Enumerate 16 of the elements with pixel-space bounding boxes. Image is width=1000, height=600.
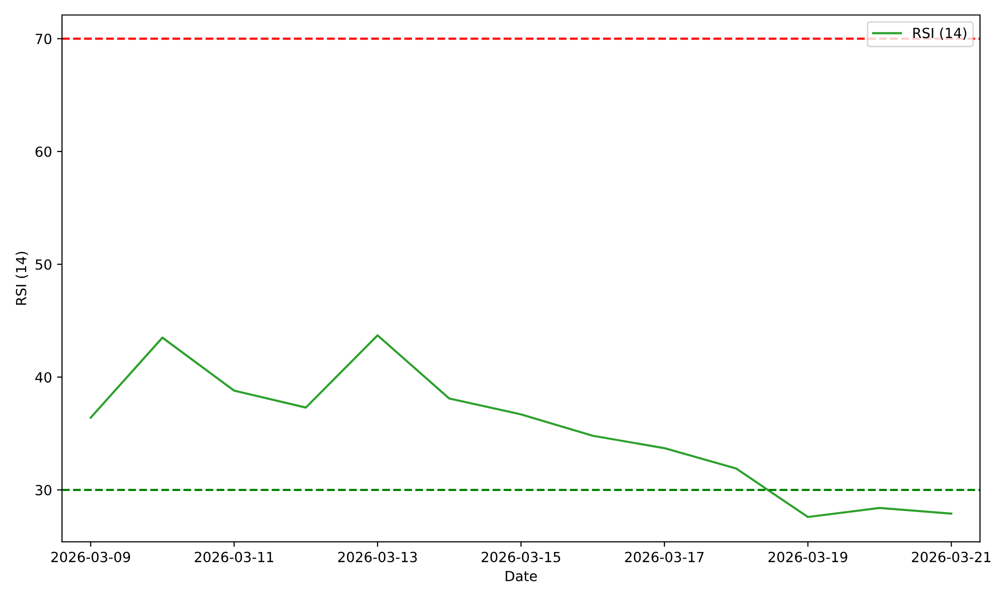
y-tick-label: 60 — [36, 146, 52, 157]
y-tick-label: 30 — [36, 484, 52, 496]
x-tick-label: 2026-03-21 — [912, 552, 990, 562]
line-series — [90, 334, 952, 518]
x-tick-label: 2026-03-11 — [194, 552, 274, 562]
x-tick-label: 2026-03-09 — [51, 552, 130, 562]
legend-label: RSI (14) — [913, 28, 966, 40]
y-tick-label: 40 — [35, 372, 52, 383]
x-tick-label: 2026-03-15 — [482, 552, 560, 562]
x-tick-label: 2026-03-19 — [768, 552, 848, 562]
y-tick-label: 50 — [36, 259, 52, 270]
x-tick-label: 2026-03-13 — [338, 552, 417, 562]
x-tick-label: 2026-03-17 — [625, 552, 704, 562]
x-axis-title: Date — [506, 570, 537, 582]
y-tick-label: 70 — [36, 34, 52, 44]
y-axis-title: RSI (14) — [16, 252, 28, 305]
